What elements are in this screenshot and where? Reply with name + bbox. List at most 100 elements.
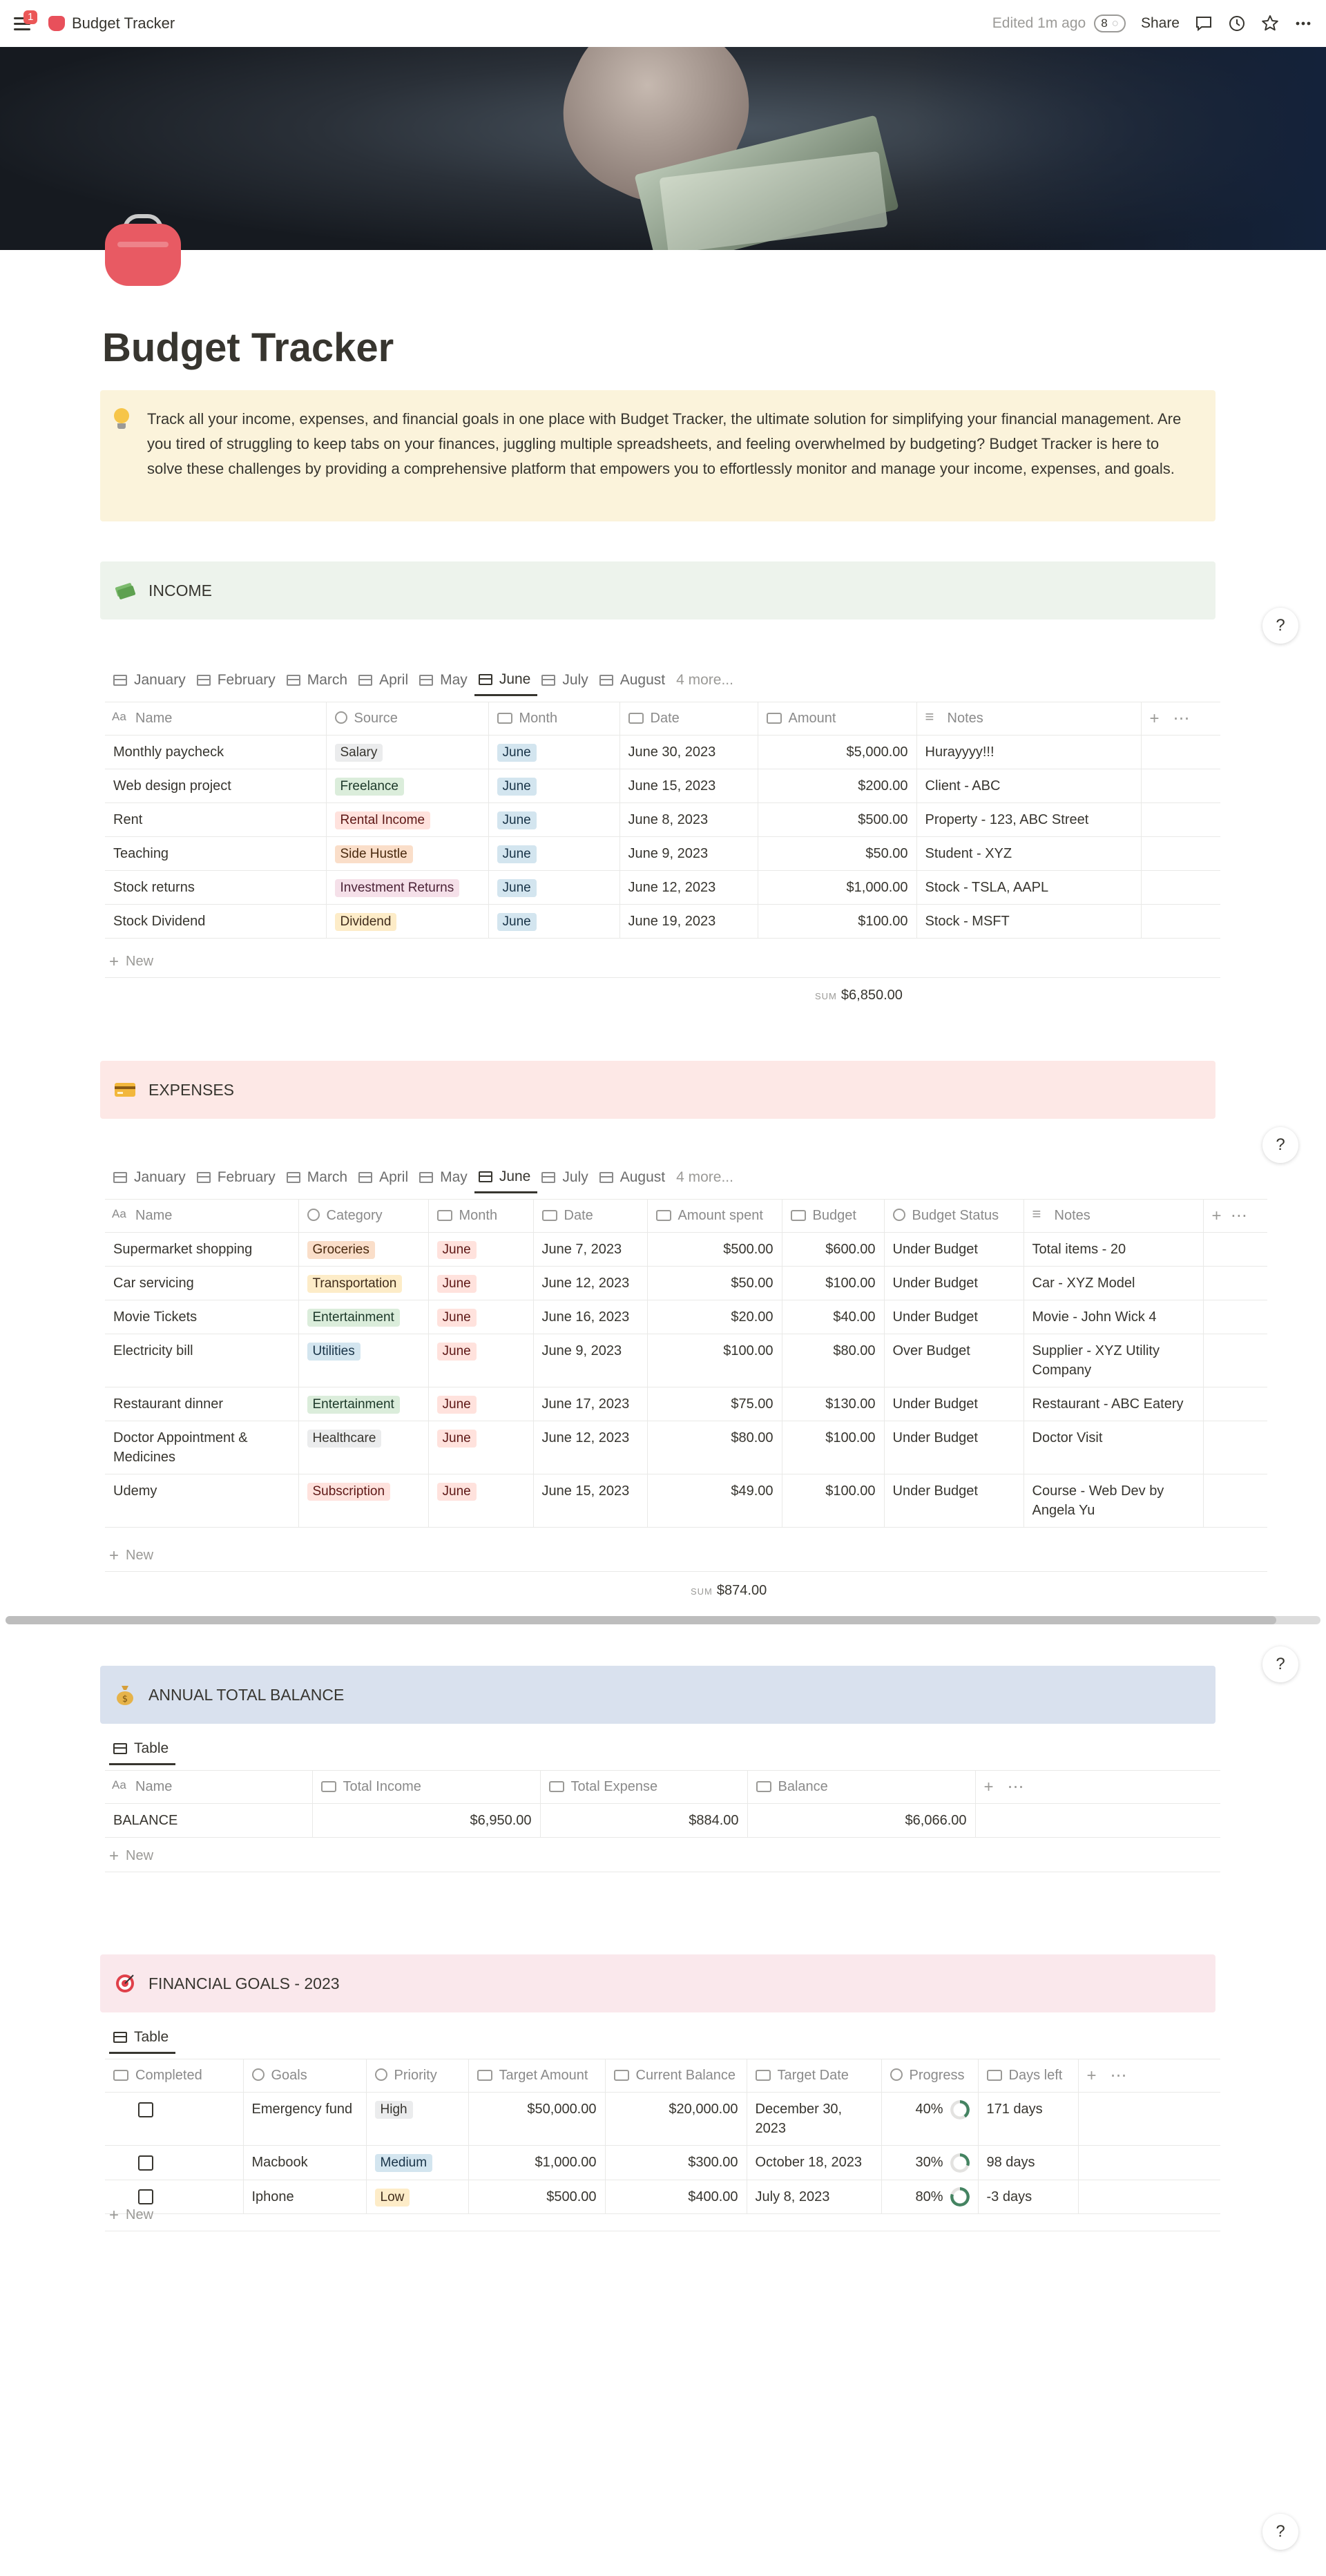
month-tag: June bbox=[497, 744, 537, 762]
table-row[interactable]: Doctor Appointment & Medicines Healthcar… bbox=[105, 1421, 1267, 1474]
add-column-button[interactable]: + ⋯ bbox=[1078, 2059, 1220, 2093]
column-header[interactable]: Date bbox=[619, 702, 758, 736]
column-header[interactable]: Name bbox=[105, 702, 327, 736]
tab-label: January bbox=[134, 672, 186, 688]
table-row[interactable]: Emergency fund High $50,000.00 $20,000.0… bbox=[105, 2092, 1220, 2146]
star-icon[interactable] bbox=[1261, 15, 1279, 32]
new-row-button[interactable]: + New bbox=[105, 2200, 1220, 2231]
table-row[interactable]: Electricity bill Utilities June June 9, … bbox=[105, 1334, 1267, 1387]
tab-june[interactable]: June bbox=[474, 664, 538, 696]
column-header[interactable]: Category bbox=[298, 1199, 429, 1233]
table-row[interactable]: Restaurant dinner Entertainment June Jun… bbox=[105, 1387, 1267, 1421]
tab-february[interactable]: February bbox=[193, 664, 282, 696]
tab-july[interactable]: July bbox=[537, 1162, 595, 1193]
table-row[interactable]: Movie Tickets Entertainment June June 16… bbox=[105, 1300, 1267, 1334]
notes-cell: Car - XYZ Model bbox=[1024, 1266, 1204, 1300]
table-row[interactable]: BALANCE $6,950.00 $884.00 $6,066.00 bbox=[105, 1803, 1220, 1838]
tab-table[interactable]: Table bbox=[109, 1733, 176, 1765]
column-header[interactable]: Name bbox=[105, 1199, 299, 1233]
column-header[interactable]: Notes bbox=[916, 702, 1142, 736]
column-header[interactable]: Target Amount bbox=[468, 2059, 606, 2093]
new-row-button[interactable]: + New bbox=[105, 946, 1220, 978]
completed-checkbox[interactable] bbox=[138, 2102, 153, 2117]
month-tag: June bbox=[497, 879, 537, 897]
column-header[interactable]: Priority bbox=[366, 2059, 469, 2093]
callout: Track all your income, expenses, and fin… bbox=[100, 390, 1216, 521]
table-row[interactable]: Rent Rental Income June June 8, 2023 $50… bbox=[105, 802, 1220, 837]
sum-label: SUM bbox=[691, 1586, 713, 1597]
column-header[interactable]: Month bbox=[428, 1199, 534, 1233]
column-header[interactable]: Goals bbox=[243, 2059, 367, 2093]
column-header[interactable]: Total Expense bbox=[540, 1770, 748, 1804]
completed-checkbox[interactable] bbox=[138, 2155, 153, 2171]
tab-march[interactable]: March bbox=[282, 1162, 354, 1193]
scrollbar-thumb[interactable] bbox=[6, 1616, 1276, 1624]
help-button[interactable]: ? bbox=[1262, 608, 1298, 644]
add-column-button[interactable]: + ⋯ bbox=[1141, 702, 1220, 736]
goal-name: Iphone bbox=[243, 2180, 367, 2215]
help-label: ? bbox=[1276, 616, 1285, 635]
new-row-button[interactable]: + New bbox=[105, 1540, 1267, 1572]
column-header[interactable]: Name bbox=[105, 1770, 313, 1804]
table-row[interactable]: Stock returns Investment Returns June Ju… bbox=[105, 870, 1220, 905]
tab-june[interactable]: June bbox=[474, 1162, 538, 1193]
tab-january[interactable]: January bbox=[109, 1162, 193, 1193]
tab-march[interactable]: March bbox=[282, 664, 354, 696]
tab-april[interactable]: April bbox=[354, 1162, 415, 1193]
income-cell: $6,950.00 bbox=[312, 1803, 541, 1838]
tab-may[interactable]: May bbox=[415, 1162, 474, 1193]
table-row[interactable]: Iphone Low $500.00 $400.00 July 8, 2023 … bbox=[105, 2180, 1220, 2215]
column-header[interactable]: Budget bbox=[782, 1199, 885, 1233]
tab-february[interactable]: February bbox=[193, 1162, 282, 1193]
table-row[interactable]: Macbook Medium $1,000.00 $300.00 October… bbox=[105, 2145, 1220, 2180]
tab-more[interactable]: 4 more... bbox=[672, 664, 740, 696]
table-row[interactable]: Teaching Side Hustle June June 9, 2023 $… bbox=[105, 836, 1220, 871]
column-header[interactable]: Month bbox=[488, 702, 620, 736]
table-row[interactable]: Monthly paycheck Salary June June 30, 20… bbox=[105, 735, 1220, 769]
column-header[interactable]: Date bbox=[533, 1199, 648, 1233]
purse-icon[interactable] bbox=[102, 207, 184, 287]
table-row[interactable]: Web design project Freelance June June 1… bbox=[105, 769, 1220, 803]
column-header[interactable]: Days left bbox=[978, 2059, 1079, 2093]
column-header[interactable]: Amount spent bbox=[647, 1199, 782, 1233]
more-icon[interactable] bbox=[1294, 15, 1312, 32]
column-header[interactable]: Total Income bbox=[312, 1770, 541, 1804]
table-row[interactable]: Supermarket shopping Groceries June June… bbox=[105, 1232, 1267, 1267]
column-header[interactable]: Balance bbox=[747, 1770, 976, 1804]
clock-icon[interactable] bbox=[1228, 15, 1246, 32]
table-row[interactable]: Udemy Subscription June June 15, 2023 $4… bbox=[105, 1474, 1267, 1528]
column-header[interactable]: Completed bbox=[105, 2059, 244, 2093]
tab-july[interactable]: July bbox=[537, 664, 595, 696]
table-row[interactable]: Stock Dividend Dividend June June 19, 20… bbox=[105, 904, 1220, 939]
column-header[interactable]: Source bbox=[326, 702, 489, 736]
viewer-counter[interactable]: 8 ○ bbox=[1094, 15, 1126, 32]
help-button[interactable]: ? bbox=[1262, 1646, 1298, 1682]
share-button[interactable]: Share bbox=[1140, 15, 1180, 31]
tab-january[interactable]: January bbox=[109, 664, 193, 696]
new-row-button[interactable]: + New bbox=[105, 1840, 1220, 1872]
help-button[interactable]: ? bbox=[1262, 2514, 1298, 2550]
column-header[interactable]: Progress bbox=[881, 2059, 979, 2093]
comment-icon[interactable] bbox=[1195, 15, 1213, 32]
tab-april[interactable]: April bbox=[354, 664, 415, 696]
add-column-button[interactable]: + ⋯ bbox=[1203, 1199, 1267, 1233]
tab-may[interactable]: May bbox=[415, 664, 474, 696]
tab-table[interactable]: Table bbox=[109, 2022, 176, 2054]
column-header[interactable]: Target Date bbox=[747, 2059, 882, 2093]
completed-checkbox[interactable] bbox=[138, 2189, 153, 2205]
column-header[interactable]: Budget Status bbox=[884, 1199, 1024, 1233]
tab-label: April bbox=[379, 1169, 409, 1185]
add-column-button[interactable]: + ⋯ bbox=[975, 1770, 1220, 1804]
tab-august[interactable]: August bbox=[595, 1162, 672, 1193]
tab-more[interactable]: 4 more... bbox=[672, 1162, 740, 1193]
column-header[interactable]: Amount bbox=[758, 702, 917, 736]
column-header[interactable]: Notes bbox=[1024, 1199, 1204, 1233]
breadcrumb[interactable]: Budget Tracker bbox=[48, 15, 175, 32]
month-cell: June bbox=[488, 870, 620, 905]
progress-ring-icon bbox=[950, 2153, 970, 2173]
table-row[interactable]: Car servicing Transportation June June 1… bbox=[105, 1266, 1267, 1300]
column-header[interactable]: Current Balance bbox=[605, 2059, 747, 2093]
help-button[interactable]: ? bbox=[1262, 1127, 1298, 1163]
menu-icon[interactable]: 1 bbox=[14, 10, 38, 34]
tab-august[interactable]: August bbox=[595, 664, 672, 696]
